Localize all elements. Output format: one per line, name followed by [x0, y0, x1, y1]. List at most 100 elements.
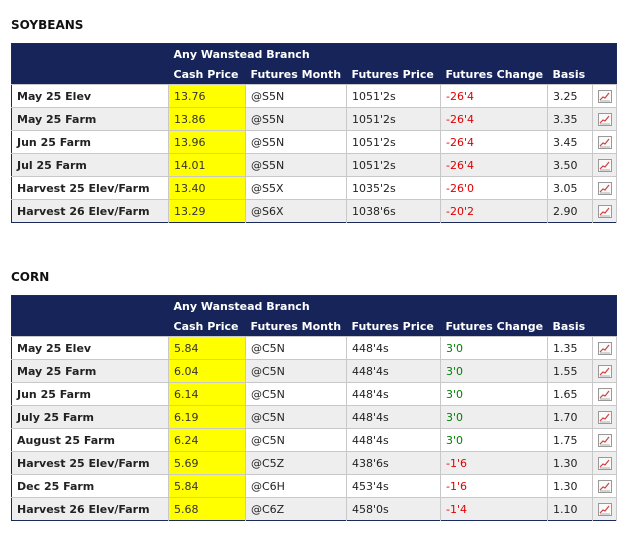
chart-link[interactable] [592, 405, 617, 429]
futures-price-cell: 1051'2s [346, 130, 441, 154]
futures-price-cell: 1038'6s [346, 199, 441, 223]
futures-month-cell: @S6X [245, 199, 347, 223]
futures-month-cell: @C5N [245, 405, 347, 429]
col-cash-price: Cash Price [168, 316, 246, 337]
location-cell: May 25 Farm [11, 107, 169, 131]
table-row: Harvest 26 Elev/Farm 5.68 @C6Z 458'0s -1'4 1.… [11, 497, 617, 521]
header-blank [11, 295, 169, 316]
futures-price-cell: 448'4s [346, 382, 441, 406]
chart-link[interactable] [592, 359, 617, 383]
basis-cell: 1.30 [547, 451, 593, 475]
basis-cell: 3.25 [547, 84, 593, 108]
line-chart-icon[interactable] [597, 135, 612, 149]
col-futures-change: Futures Change [440, 64, 548, 85]
location-cell: May 25 Elev [11, 84, 169, 108]
futures-change-cell: 3'0 [440, 336, 548, 360]
cash-price-cell: 13.76 [168, 84, 246, 108]
futures-month-cell: @C6Z [245, 497, 347, 521]
line-chart-icon[interactable] [597, 204, 612, 218]
branch-header: Any Wanstead Branch [168, 295, 617, 316]
table-row: July 25 Farm 6.19 @C5N 448'4s 3'0 1.70 [11, 405, 617, 429]
line-chart-icon[interactable] [597, 479, 612, 493]
basis-cell: 2.90 [547, 199, 593, 223]
chart-link[interactable] [592, 130, 617, 154]
line-chart-icon[interactable] [597, 456, 612, 470]
chart-link[interactable] [592, 336, 617, 360]
basis-cell: 1.30 [547, 474, 593, 498]
col-futures-price: Futures Price [346, 64, 441, 85]
chart-link[interactable] [592, 199, 617, 223]
basis-cell: 1.10 [547, 497, 593, 521]
basis-cell: 3.35 [547, 107, 593, 131]
table-row: Harvest 25 Elev/Farm 13.40 @S5X 1035'2s -26'… [11, 176, 617, 200]
line-chart-icon[interactable] [597, 364, 612, 378]
futures-month-cell: @C5N [245, 428, 347, 452]
table-row: May 25 Elev 5.84 @C5N 448'4s 3'0 1.35 [11, 336, 617, 360]
table-row: August 25 Farm 6.24 @C5N 448'4s 3'0 1.75 [11, 428, 617, 452]
line-chart-icon[interactable] [597, 89, 612, 103]
futures-change-cell: -26'4 [440, 84, 548, 108]
location-cell: Harvest 26 Elev/Farm [11, 497, 169, 521]
futures-month-cell: @S5N [245, 84, 347, 108]
line-chart-icon[interactable] [597, 433, 612, 447]
basis-cell: 3.45 [547, 130, 593, 154]
line-chart-icon[interactable] [597, 410, 612, 424]
line-chart-icon[interactable] [597, 181, 612, 195]
cash-price-cell: 13.40 [168, 176, 246, 200]
table-row: May 25 Farm 13.86 @S5N 1051'2s -26'4 3.35 [11, 107, 617, 131]
cash-price-cell: 13.29 [168, 199, 246, 223]
line-chart-icon[interactable] [597, 341, 612, 355]
cash-price-cell: 13.96 [168, 130, 246, 154]
location-cell: Dec 25 Farm [11, 474, 169, 498]
cash-price-cell: 5.69 [168, 451, 246, 475]
futures-price-cell: 448'4s [346, 336, 441, 360]
chart-link[interactable] [592, 153, 617, 177]
futures-change-cell: 3'0 [440, 359, 548, 383]
header-blank [592, 64, 617, 85]
section-title-soybeans: SOYBEANS [11, 18, 84, 32]
futures-month-cell: @C5Z [245, 451, 347, 475]
location-cell: July 25 Farm [11, 405, 169, 429]
col-futures-month: Futures Month [245, 316, 347, 337]
line-chart-icon[interactable] [597, 158, 612, 172]
chart-link[interactable] [592, 84, 617, 108]
col-futures-month: Futures Month [245, 64, 347, 85]
chart-link[interactable] [592, 382, 617, 406]
chart-link[interactable] [592, 176, 617, 200]
col-futures-change: Futures Change [440, 316, 548, 337]
soybeans-bids-table: Any Wanstead Branch Cash Price Futures M… [11, 43, 617, 223]
chart-link[interactable] [592, 107, 617, 131]
line-chart-icon[interactable] [597, 502, 612, 516]
futures-price-cell: 448'4s [346, 405, 441, 429]
futures-price-cell: 453'4s [346, 474, 441, 498]
line-chart-icon[interactable] [597, 112, 612, 126]
location-cell: Jul 25 Farm [11, 153, 169, 177]
futures-month-cell: @S5N [245, 153, 347, 177]
cash-price-cell: 14.01 [168, 153, 246, 177]
futures-month-cell: @C5N [245, 382, 347, 406]
table-row: Harvest 26 Elev/Farm 13.29 @S6X 1038'6s -20'… [11, 199, 617, 223]
cash-price-cell: 6.24 [168, 428, 246, 452]
futures-month-cell: @C5N [245, 359, 347, 383]
header-blank [11, 43, 169, 64]
basis-cell: 1.75 [547, 428, 593, 452]
section-title-corn: CORN [11, 270, 50, 284]
col-futures-price: Futures Price [346, 316, 441, 337]
chart-link[interactable] [592, 474, 617, 498]
chart-link[interactable] [592, 428, 617, 452]
futures-change-cell: 3'0 [440, 428, 548, 452]
basis-cell: 3.50 [547, 153, 593, 177]
futures-change-cell: -26'0 [440, 176, 548, 200]
cash-price-cell: 5.84 [168, 336, 246, 360]
line-chart-icon[interactable] [597, 387, 612, 401]
futures-change-cell: -20'2 [440, 199, 548, 223]
table-row: Jun 25 Farm 6.14 @C5N 448'4s 3'0 1.65 [11, 382, 617, 406]
chart-link[interactable] [592, 451, 617, 475]
basis-cell: 1.65 [547, 382, 593, 406]
futures-change-cell: 3'0 [440, 405, 548, 429]
chart-link[interactable] [592, 497, 617, 521]
location-cell: Harvest 26 Elev/Farm [11, 199, 169, 223]
cash-price-cell: 5.84 [168, 474, 246, 498]
futures-change-cell: -1'6 [440, 451, 548, 475]
location-cell: August 25 Farm [11, 428, 169, 452]
